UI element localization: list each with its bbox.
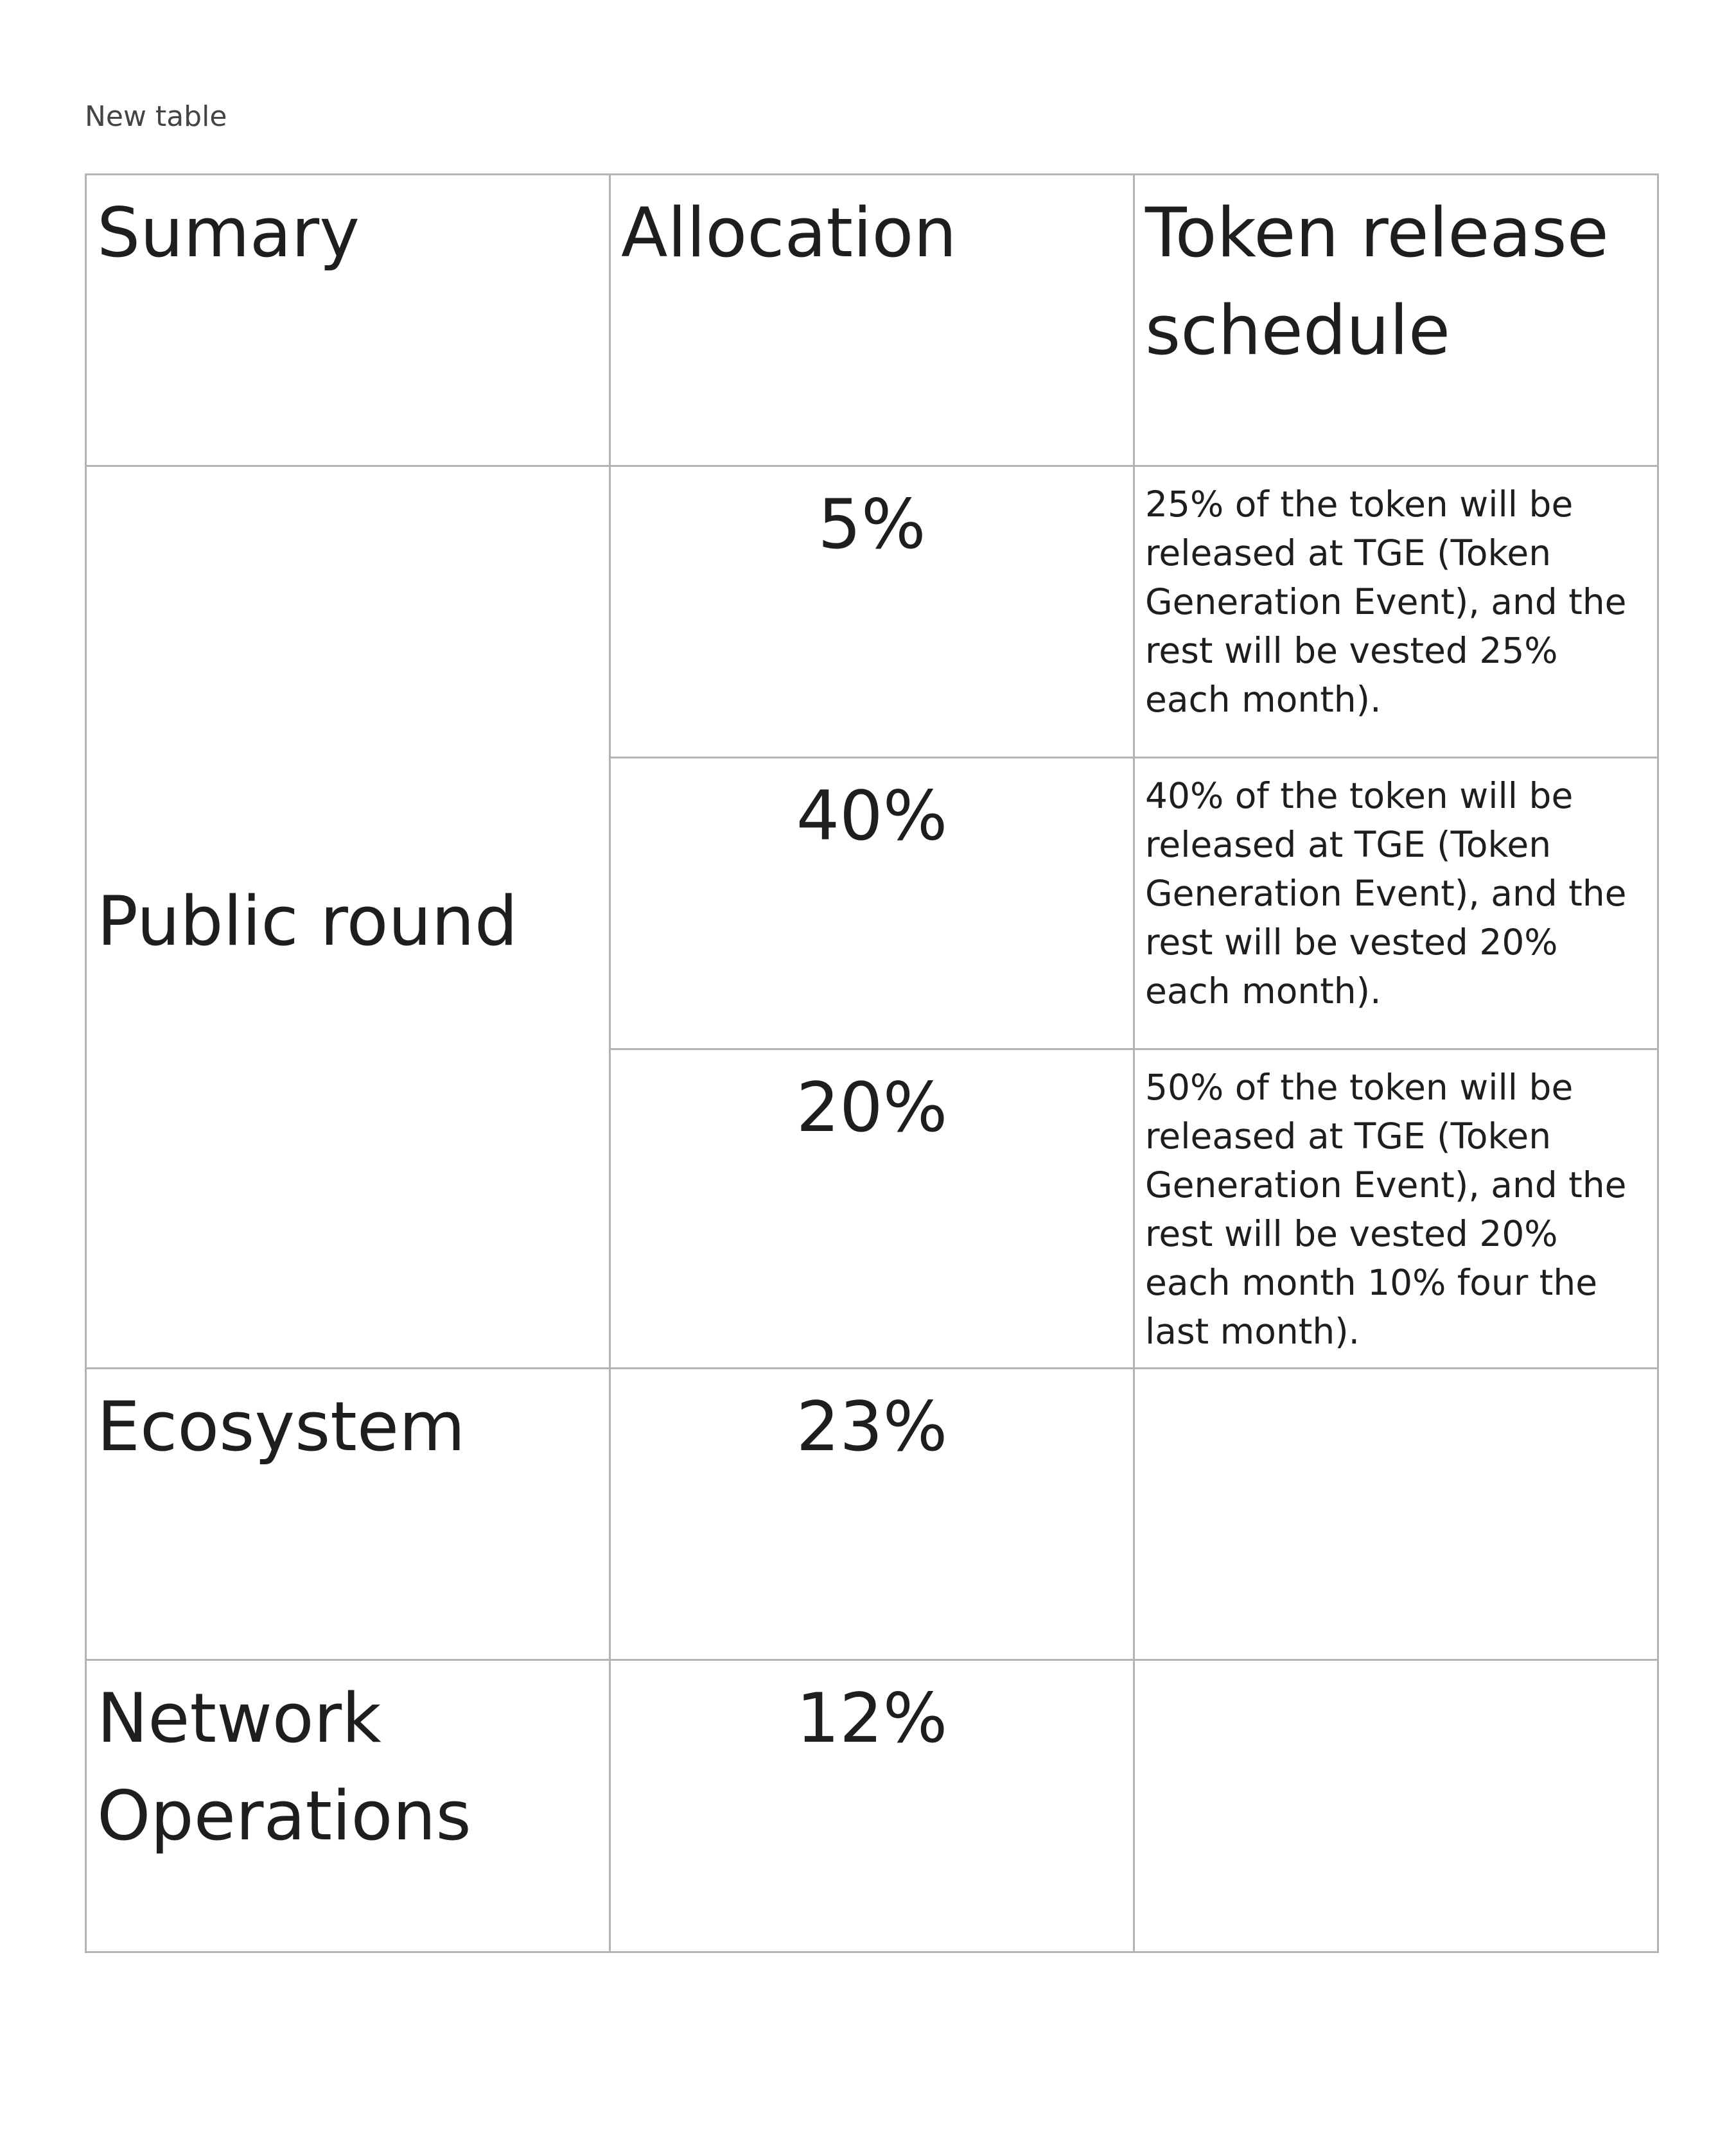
schedule-cell xyxy=(1133,1367,1659,1661)
row-label-network-operations: Network Operations xyxy=(85,1659,611,1953)
schedule-cell: 40% of the token will be released at TGE… xyxy=(1133,757,1659,1050)
table-caption: New table xyxy=(85,100,227,133)
table-row: 40% 40% of the token will be released at… xyxy=(86,757,1659,1050)
header-token-release-schedule: Token release schedule xyxy=(1133,173,1659,467)
schedule-cell xyxy=(1133,1659,1659,1953)
table-header-row: Sumary Allocation Token release schedule xyxy=(85,173,1659,467)
table-row: Public round 5% 25% of the token will be… xyxy=(85,465,1659,1369)
allocation-cell: 12% xyxy=(609,1659,1135,1953)
header-summary: Sumary xyxy=(85,173,611,467)
row-label-ecosystem: Ecosystem xyxy=(85,1367,611,1661)
table-row: Network Operations 12% xyxy=(85,1659,1659,1953)
row-label-public-round: Public round xyxy=(85,465,611,1369)
allocation-cell: 23% xyxy=(609,1367,1135,1661)
schedule-cell: 50% of the token will be released at TGE… xyxy=(1133,1048,1659,1369)
token-allocation-table: Sumary Allocation Token release schedule… xyxy=(85,173,1659,1953)
table-row: 20% 50% of the token will be released at… xyxy=(86,1048,1659,1369)
header-allocation: Allocation xyxy=(609,173,1135,467)
table-row: Ecosystem 23% xyxy=(85,1367,1659,1661)
allocation-cell: 40% xyxy=(609,757,1135,1050)
allocation-cell: 5% xyxy=(609,465,1135,758)
schedule-cell: 25% of the token will be released at TGE… xyxy=(1133,465,1659,758)
allocation-cell: 20% xyxy=(609,1048,1135,1369)
